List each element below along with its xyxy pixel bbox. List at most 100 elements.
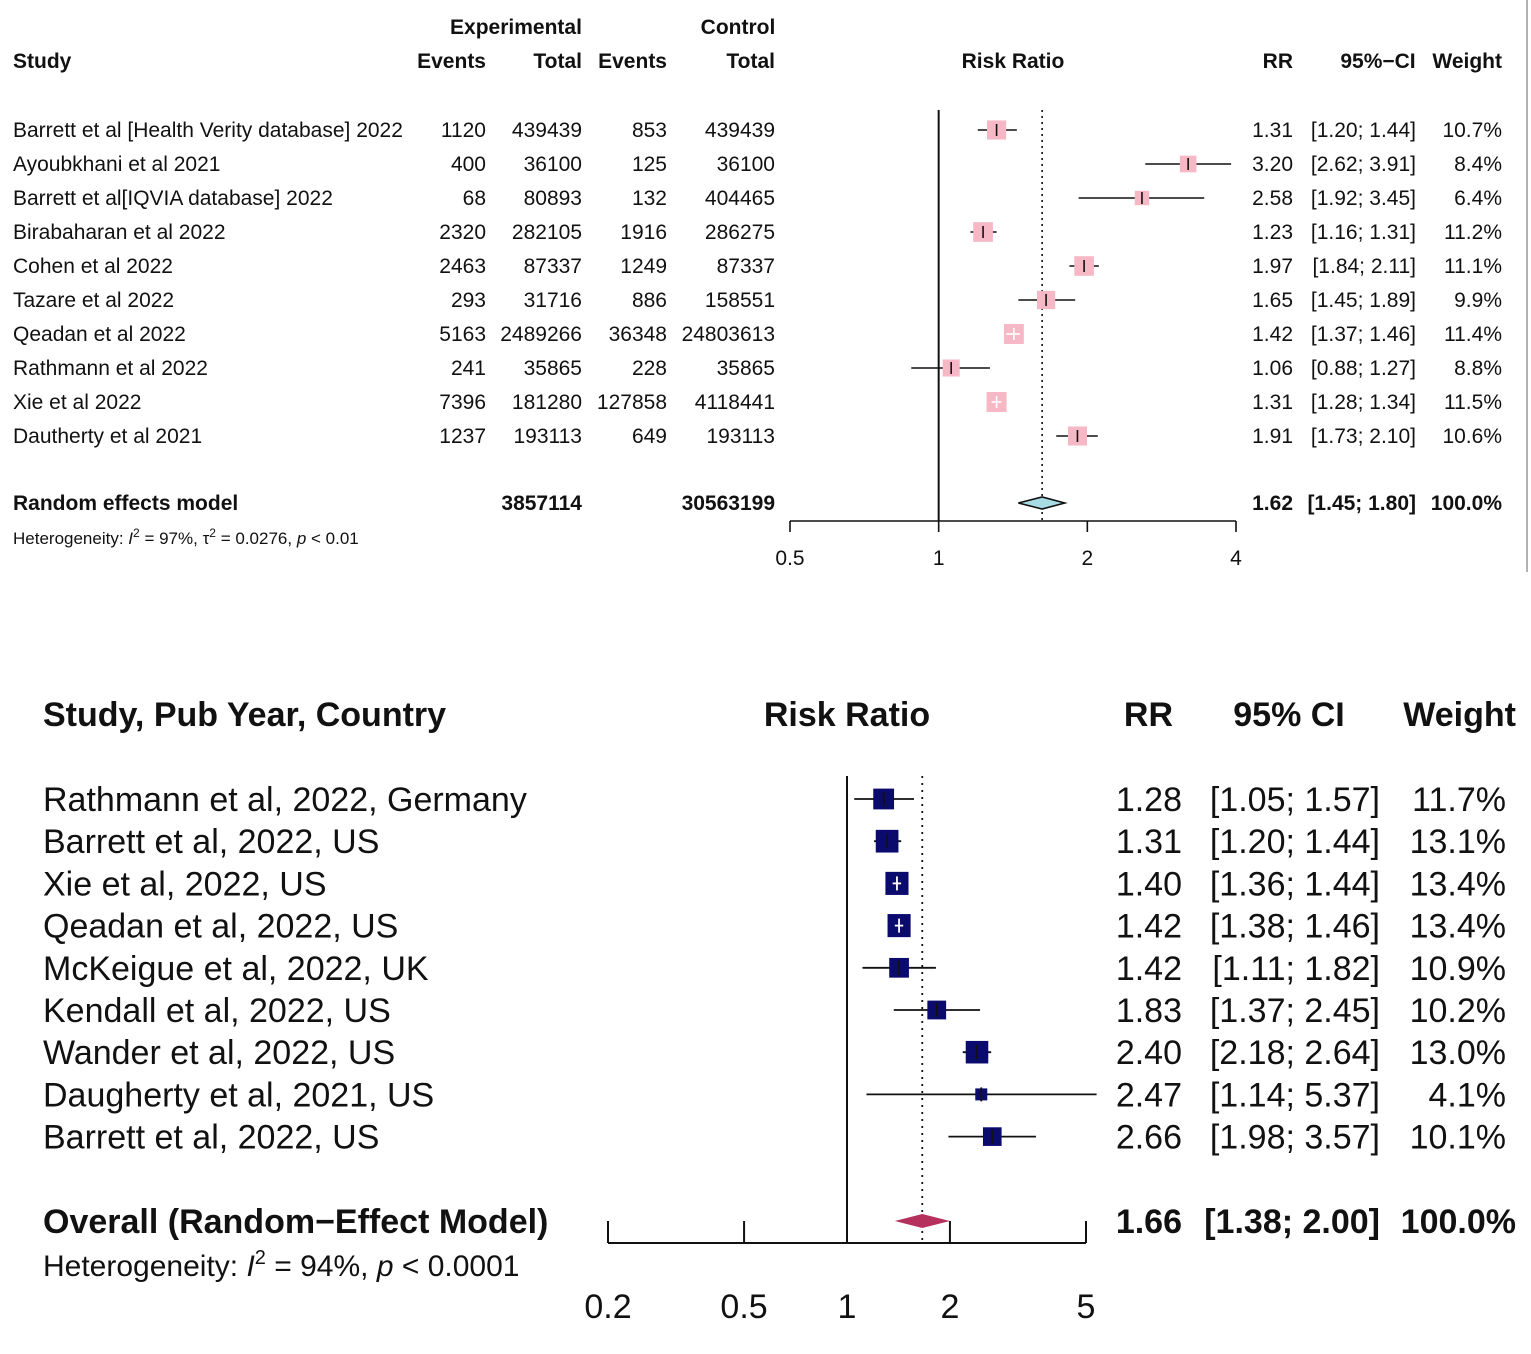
ctrl-events-cell: 228 (632, 357, 667, 380)
rr-cell: 1.31 (1116, 823, 1182, 861)
weight-cell: 10.9% (1410, 950, 1506, 988)
rr-cell: 2.66 (1116, 1119, 1182, 1157)
plot1-study-rows: Barrett et al [Health Verity database] 2… (13, 119, 1502, 448)
study-label: Xie et al, 2022, US (43, 865, 327, 903)
exp-total-cell: 35865 (524, 357, 582, 380)
heterogeneity-text-2: Heterogeneity: I2 = 94%, p < 0.0001 (43, 1247, 519, 1283)
exp-total-cell: 193113 (513, 425, 582, 448)
weight-cell: 13.4% (1410, 908, 1506, 946)
header-rr: RR (1263, 50, 1293, 73)
study-label: Rathmann et al, 2022, Germany (43, 781, 527, 819)
exp-events-cell: 293 (451, 289, 486, 312)
weight-cell: 8.8% (1454, 357, 1502, 380)
study-label: Qeadan et al, 2022, US (43, 908, 398, 946)
forest-plot-2: Study, Pub Year, Country Risk Ratio RR 9… (43, 696, 1516, 1326)
exp-total-cell: 282105 (512, 221, 582, 244)
ci-cell: [1.38; 1.46] (1210, 908, 1380, 946)
summary-exp-total: 3857114 (501, 492, 582, 515)
ci-cell: [1.37; 2.45] (1210, 992, 1380, 1030)
summary-label-2: Overall (Random−Effect Model) (43, 1203, 548, 1241)
header-rr-2: RR (1124, 696, 1173, 734)
rr-cell: 1.31 (1252, 119, 1293, 142)
x-tick-label: 1 (933, 547, 945, 570)
ctrl-events-cell: 132 (632, 187, 667, 210)
ci-cell: [1.05; 1.57] (1210, 781, 1380, 819)
ctrl-total-cell: 87337 (717, 255, 775, 278)
header-study: Study (13, 50, 72, 73)
weight-cell: 13.0% (1410, 1034, 1506, 1072)
weight-cell: 11.2% (1444, 221, 1502, 244)
ctrl-total-cell: 35865 (717, 357, 775, 380)
rr-cell: 1.42 (1116, 950, 1182, 988)
x-tick-label: 1 (838, 1288, 857, 1326)
header-ctrl-total: Total (726, 50, 775, 73)
header-ctrl-events: Events (598, 50, 667, 73)
x-tick-label: 2 (1081, 547, 1093, 570)
summary-label: Random effects model (13, 492, 238, 515)
rr-cell: 1.28 (1116, 781, 1182, 819)
rr-cell: 1.83 (1116, 992, 1182, 1030)
study-label: Barrett et al, 2022, US (43, 1119, 379, 1157)
ctrl-total-cell: 158551 (705, 289, 775, 312)
study-label: Tazare et al 2022 (13, 289, 174, 312)
study-label: McKeigue et al, 2022, UK (43, 950, 429, 988)
rr-cell: 2.47 (1116, 1076, 1182, 1114)
ctrl-events-cell: 853 (632, 119, 667, 142)
rr-cell: 1.65 (1252, 289, 1293, 312)
exp-events-cell: 5163 (439, 323, 486, 346)
weight-cell: 11.4% (1444, 323, 1502, 346)
weight-cell: 11.7% (1412, 781, 1506, 819)
ci-cell: [1.20; 1.44] (1311, 119, 1416, 142)
weight-cell: 13.1% (1410, 823, 1506, 861)
rr-cell: 1.42 (1116, 908, 1182, 946)
study-label: Birabaharan et al 2022 (13, 221, 226, 244)
ctrl-total-cell: 439439 (705, 119, 775, 142)
x-tick-label: 0.2 (584, 1288, 631, 1326)
study-label: Barrett et al, 2022, US (43, 823, 379, 861)
exp-total-cell: 2489266 (500, 323, 582, 346)
study-label: Daugherty et al, 2021, US (43, 1076, 434, 1114)
study-label: Xie et al 2022 (13, 391, 141, 414)
study-label: Barrett et al[IQVIA database] 2022 (13, 187, 333, 210)
header-control: Control (701, 16, 776, 39)
ctrl-total-cell: 4118441 (695, 391, 775, 414)
x-tick-label: 2 (940, 1288, 959, 1326)
exp-events-cell: 2463 (439, 255, 486, 278)
weight-cell: 6.4% (1454, 187, 1502, 210)
ctrl-events-cell: 649 (632, 425, 667, 448)
exp-events-cell: 1120 (441, 119, 486, 142)
ci-cell: [0.88; 1.27] (1311, 357, 1416, 380)
rr-cell: 1.91 (1252, 425, 1293, 448)
ci-cell: [1.37; 1.46] (1311, 323, 1416, 346)
study-label: Dautherty et al 2021 (13, 425, 202, 448)
rr-cell: 1.42 (1252, 323, 1293, 346)
ci-cell: [1.45; 1.89] (1311, 289, 1416, 312)
ctrl-total-cell: 404465 (705, 187, 775, 210)
exp-events-cell: 68 (463, 187, 486, 210)
study-label: Cohen et al 2022 (13, 255, 173, 278)
study-label: Barrett et al [Health Verity database] 2… (13, 119, 403, 142)
rr-cell: 1.06 (1252, 357, 1293, 380)
rr-cell: 1.40 (1116, 865, 1182, 903)
header-exp-events: Events (417, 50, 486, 73)
exp-events-cell: 1237 (439, 425, 486, 448)
plot2-study-rows: Rathmann et al, 2022, Germany 1.28 [1.05; … (43, 781, 1506, 1157)
header-experimental: Experimental (450, 16, 582, 39)
ctrl-events-cell: 886 (632, 289, 667, 312)
exp-total-cell: 31716 (524, 289, 582, 312)
ci-cell: [1.92; 3.45] (1311, 187, 1416, 210)
weight-cell: 9.9% (1454, 289, 1502, 312)
ci-cell: [1.98; 3.57] (1210, 1119, 1380, 1157)
summary-rr-2: 1.66 (1116, 1203, 1182, 1241)
ctrl-events-cell: 127858 (597, 391, 667, 414)
rr-cell: 3.20 (1252, 153, 1293, 176)
weight-cell: 8.4% (1454, 153, 1502, 176)
weight-cell: 11.1% (1444, 255, 1502, 278)
ci-cell: [1.73; 2.10] (1311, 425, 1416, 448)
weight-cell: 13.4% (1410, 865, 1506, 903)
study-label: Wander et al, 2022, US (43, 1034, 395, 1072)
weight-cell: 10.1% (1410, 1119, 1506, 1157)
exp-events-cell: 400 (451, 153, 486, 176)
ci-cell: [1.14; 5.37] (1210, 1076, 1380, 1114)
